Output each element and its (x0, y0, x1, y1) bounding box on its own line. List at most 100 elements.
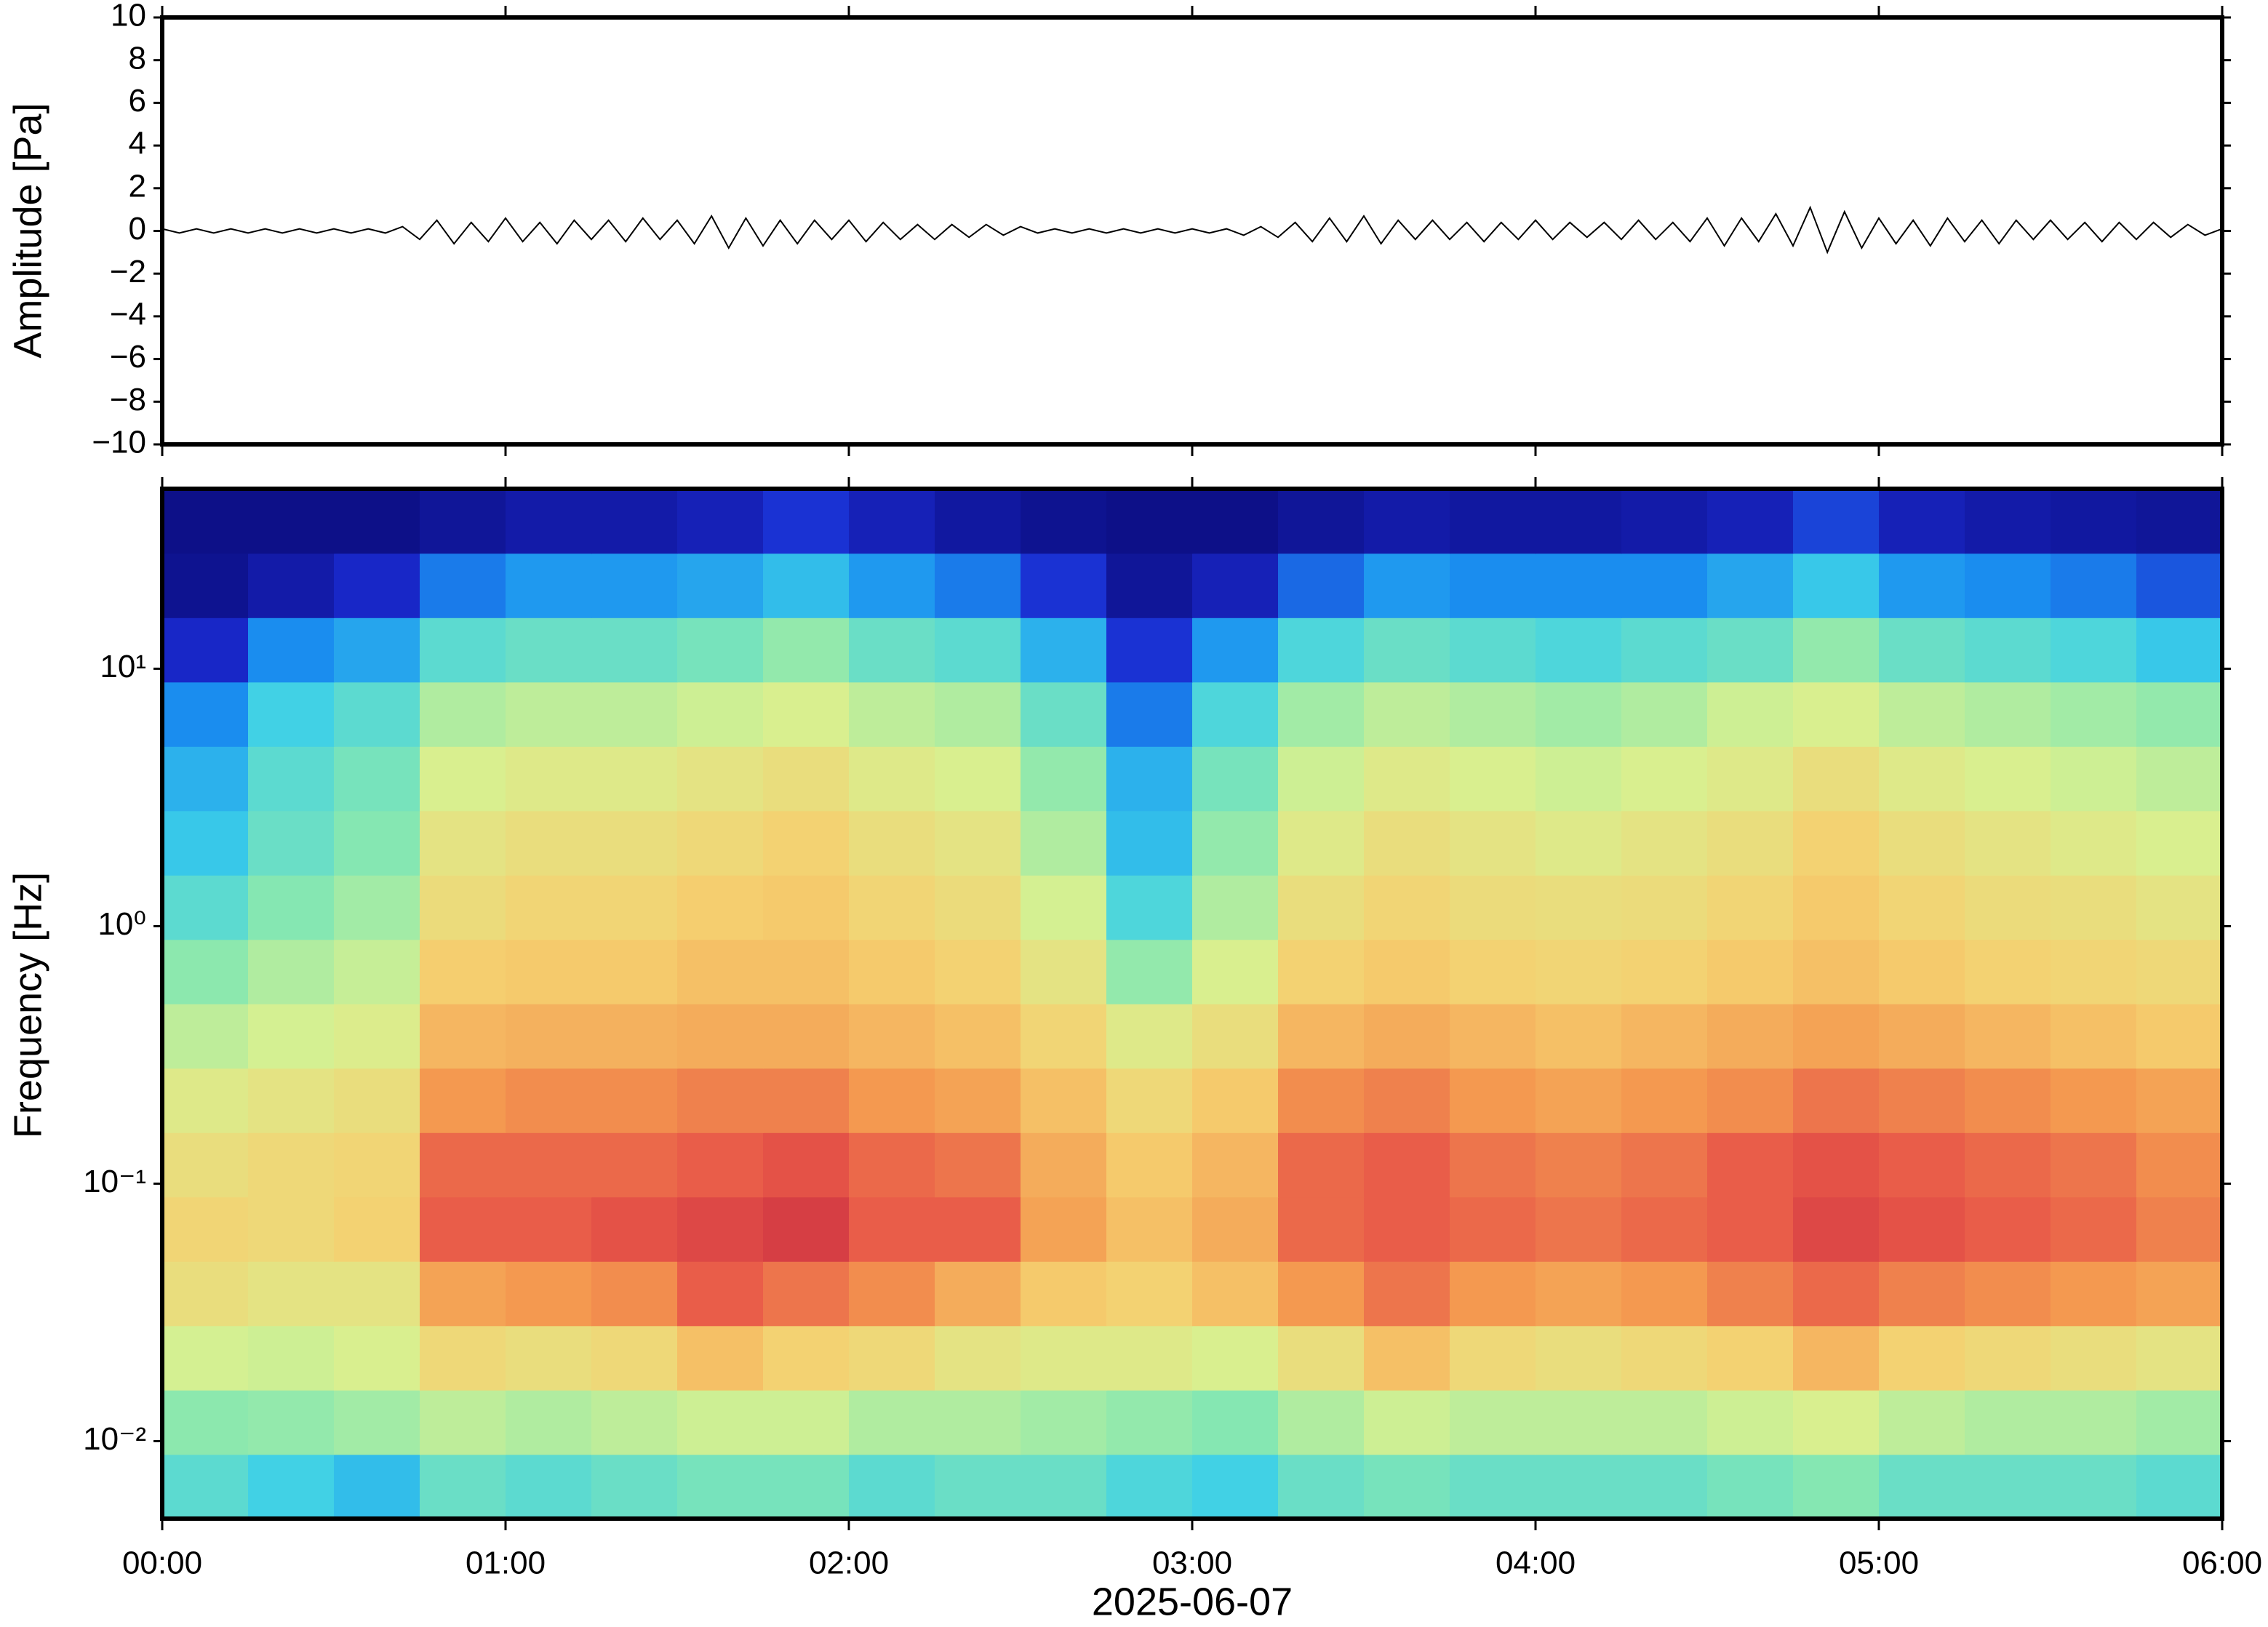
spectrogram-cell (334, 553, 420, 618)
spectrogram-cell (849, 746, 935, 812)
x-tick-label: 04:00 (1496, 1546, 1576, 1581)
x-tick-label: 01:00 (466, 1546, 546, 1581)
spectrogram-cell (1536, 553, 1622, 618)
spectrogram-cell (162, 1068, 249, 1133)
spectrogram-cell (1364, 1261, 1450, 1327)
spectrogram-cell (1621, 1196, 1708, 1262)
spectrogram-cell (2136, 617, 2223, 683)
spectrogram-cell (1707, 1004, 1794, 1069)
waveform (161, 205, 2223, 255)
spectrogram-cell (1707, 489, 1794, 554)
spectrogram-cell (162, 489, 249, 554)
spectrogram-cell (1192, 1196, 1279, 1262)
spectrogram-cell (849, 1196, 935, 1262)
spectrogram-cell (1021, 810, 1107, 876)
spectrogram-cell (506, 1132, 592, 1198)
spectrogram-cell (506, 489, 592, 554)
spectrogram-cell (935, 1390, 1021, 1455)
spectrogram-cell (1621, 553, 1708, 618)
spectrogram-cell (1621, 681, 1708, 747)
spectrogram-cell (2136, 875, 2223, 940)
spectrogram-cell (1278, 746, 1365, 812)
spectrogram-cell (162, 1325, 249, 1391)
spectrogram-cell (1192, 1454, 1279, 1519)
spectrogram-cell (1621, 875, 1708, 940)
spectrogram-cell (1536, 810, 1622, 876)
spectrogram-cell (334, 1261, 420, 1327)
spectrogram-cell (506, 1261, 592, 1327)
spectrogram-cell (1793, 875, 1880, 940)
spectrogram-cell (935, 1325, 1021, 1391)
spectrogram-cell (591, 1454, 678, 1519)
y-axis-title: Frequency [Hz] (6, 872, 49, 1138)
spectrogram-cell (1621, 1390, 1708, 1455)
spectrogram-cell (420, 681, 506, 747)
spectrogram-cell (248, 489, 335, 554)
spectrogram-cell (1364, 553, 1450, 618)
spectrogram-cell (763, 1325, 850, 1391)
spectrogram-cell (1450, 810, 1536, 876)
spectrogram-cell (763, 489, 850, 554)
spectrogram-cell (1536, 1261, 1622, 1327)
spectrogram-cell (1106, 1454, 1193, 1519)
spectrogram-cell (1021, 617, 1107, 683)
spectrogram-cell (1364, 1004, 1450, 1069)
spectrogram-cell (1793, 1261, 1880, 1327)
spectrogram-cell (1192, 1132, 1279, 1198)
spectrogram-cell (1021, 553, 1107, 618)
spectrogram-cell (591, 1325, 678, 1391)
spectrogram-cell (849, 810, 935, 876)
spectrogram-cell (935, 875, 1021, 940)
spectrogram-cell (1021, 1132, 1107, 1198)
spectrogram-cell (1536, 617, 1622, 683)
spectrogram-cell (849, 681, 935, 747)
spectrogram-cell (1793, 810, 1880, 876)
spectrogram-cell (1879, 1196, 1965, 1262)
spectrogram-cell (591, 875, 678, 940)
spectrogram-cell (2136, 1004, 2223, 1069)
spectrogram-cell (1450, 1004, 1536, 1069)
spectrogram-cell (763, 1068, 850, 1133)
spectrogram-cell (334, 1068, 420, 1133)
spectrogram-cell (1621, 489, 1708, 554)
spectrogram-cell (334, 1196, 420, 1262)
spectrogram-cell (420, 553, 506, 618)
spectrogram-cell (935, 810, 1021, 876)
spectrogram-cell (935, 1261, 1021, 1327)
spectrogram-cell (1106, 1132, 1193, 1198)
spectrogram-cell (248, 1196, 335, 1262)
spectrogram-cell (2051, 1454, 2137, 1519)
spectrogram-cell (1793, 746, 1880, 812)
spectrogram-cell (1364, 939, 1450, 1004)
y-tick-label: 8 (129, 40, 146, 76)
spectrogram-cell (1879, 939, 1965, 1004)
spectrogram-cell (2051, 1325, 2137, 1391)
spectrogram-cell (677, 810, 764, 876)
spectrogram-cell (1278, 681, 1365, 747)
spectrogram-cell (591, 1004, 678, 1069)
spectrogram-cell (1793, 553, 1880, 618)
spectrogram-cell (1536, 1454, 1622, 1519)
spectrogram-cell (420, 1454, 506, 1519)
spectrogram-cell (591, 1261, 678, 1327)
spectrogram-cell (334, 939, 420, 1004)
plot-frame (160, 15, 2224, 447)
spectrogram-cell (763, 1132, 850, 1198)
spectrogram-cell (935, 617, 1021, 683)
spectrogram-cell (1965, 617, 2051, 683)
spectrogram-cell (849, 617, 935, 683)
spectrogram-cell (1536, 1004, 1622, 1069)
spectrogram-cell (591, 1068, 678, 1133)
spectrogram-cell (1707, 875, 1794, 940)
spectrogram-cell (1021, 489, 1107, 554)
spectrogram-cell (162, 939, 249, 1004)
spectrogram-cell (1106, 1004, 1193, 1069)
spectrogram-cell (334, 617, 420, 683)
spectrogram-cell (1021, 875, 1107, 940)
spectrogram-cell (1965, 553, 2051, 618)
spectrogram-cell (1707, 1390, 1794, 1455)
spectrogram-cell (1707, 1068, 1794, 1133)
spectrogram-cell (1965, 1068, 2051, 1133)
spectrogram-cell (1879, 1454, 1965, 1519)
spectrogram-cell (2051, 553, 2137, 618)
